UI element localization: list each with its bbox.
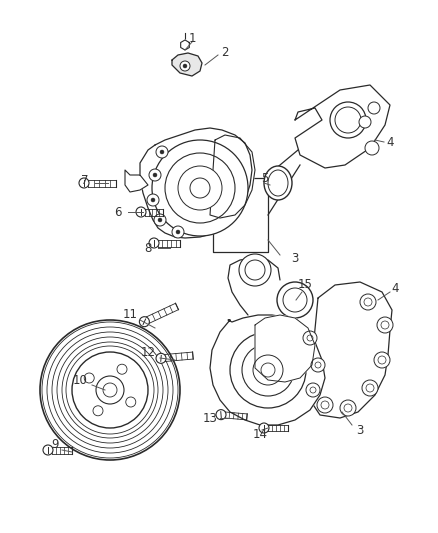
Text: 14: 14 xyxy=(252,429,268,441)
Circle shape xyxy=(242,344,294,396)
Circle shape xyxy=(178,166,222,210)
Circle shape xyxy=(151,198,155,202)
Polygon shape xyxy=(228,258,280,315)
Text: 7: 7 xyxy=(81,174,89,187)
Circle shape xyxy=(84,373,94,383)
Text: 1: 1 xyxy=(188,31,196,44)
Circle shape xyxy=(160,150,164,154)
Text: 13: 13 xyxy=(202,411,217,424)
Circle shape xyxy=(139,317,149,327)
Circle shape xyxy=(79,178,89,188)
Circle shape xyxy=(40,320,180,460)
Circle shape xyxy=(377,317,393,333)
Polygon shape xyxy=(255,315,315,382)
Circle shape xyxy=(154,214,166,226)
Circle shape xyxy=(283,288,307,312)
Text: 10: 10 xyxy=(73,374,88,386)
Circle shape xyxy=(52,332,168,448)
Circle shape xyxy=(172,226,184,238)
Text: 9: 9 xyxy=(51,439,59,451)
Circle shape xyxy=(259,423,269,433)
Circle shape xyxy=(311,358,325,372)
Circle shape xyxy=(366,384,374,392)
Circle shape xyxy=(117,364,127,374)
Text: 2: 2 xyxy=(221,45,229,59)
Circle shape xyxy=(176,230,180,234)
Circle shape xyxy=(156,353,166,364)
Circle shape xyxy=(245,260,265,280)
Polygon shape xyxy=(125,170,148,192)
Text: 8: 8 xyxy=(144,241,152,254)
Circle shape xyxy=(190,178,210,198)
Circle shape xyxy=(317,397,333,413)
Circle shape xyxy=(147,194,159,206)
Circle shape xyxy=(368,102,380,114)
Circle shape xyxy=(62,342,158,438)
Polygon shape xyxy=(140,128,252,238)
Circle shape xyxy=(306,383,320,397)
Circle shape xyxy=(261,363,275,377)
Circle shape xyxy=(216,410,226,419)
Text: 4: 4 xyxy=(391,281,399,295)
Circle shape xyxy=(103,383,117,397)
Ellipse shape xyxy=(264,166,292,200)
Circle shape xyxy=(43,445,53,455)
Polygon shape xyxy=(210,135,255,218)
Circle shape xyxy=(153,173,157,177)
Circle shape xyxy=(359,116,371,128)
Circle shape xyxy=(321,401,329,409)
Polygon shape xyxy=(213,178,268,252)
Polygon shape xyxy=(295,85,390,168)
Text: 12: 12 xyxy=(141,345,155,359)
Circle shape xyxy=(57,337,163,443)
Circle shape xyxy=(340,400,356,416)
Text: 3: 3 xyxy=(291,252,299,264)
Polygon shape xyxy=(180,40,189,50)
Circle shape xyxy=(93,406,103,416)
Circle shape xyxy=(315,362,321,368)
Circle shape xyxy=(156,146,168,158)
Circle shape xyxy=(136,207,146,217)
Circle shape xyxy=(360,294,376,310)
Circle shape xyxy=(180,61,190,71)
Circle shape xyxy=(374,352,390,368)
Circle shape xyxy=(310,387,316,393)
Circle shape xyxy=(42,322,178,458)
Circle shape xyxy=(183,64,187,68)
Circle shape xyxy=(335,107,361,133)
Circle shape xyxy=(165,153,235,223)
Circle shape xyxy=(253,355,283,385)
Ellipse shape xyxy=(268,170,288,196)
Circle shape xyxy=(344,404,352,412)
Polygon shape xyxy=(210,315,325,425)
Text: 5: 5 xyxy=(261,172,268,184)
Circle shape xyxy=(330,102,366,138)
Circle shape xyxy=(381,321,389,329)
Circle shape xyxy=(362,380,378,396)
Circle shape xyxy=(239,254,271,286)
Text: 15: 15 xyxy=(297,279,312,292)
Circle shape xyxy=(307,335,313,341)
Circle shape xyxy=(364,298,372,306)
Text: 11: 11 xyxy=(123,309,138,321)
Circle shape xyxy=(303,331,317,345)
Circle shape xyxy=(126,397,136,407)
Circle shape xyxy=(72,352,148,428)
Circle shape xyxy=(66,346,154,434)
Circle shape xyxy=(158,218,162,222)
Text: 6: 6 xyxy=(114,206,122,219)
Text: 3: 3 xyxy=(356,424,364,437)
Circle shape xyxy=(378,356,386,364)
Circle shape xyxy=(365,141,379,155)
Circle shape xyxy=(277,282,313,318)
Circle shape xyxy=(149,238,159,248)
Polygon shape xyxy=(172,53,202,76)
Circle shape xyxy=(149,169,161,181)
Polygon shape xyxy=(310,282,392,418)
Circle shape xyxy=(47,327,173,453)
Circle shape xyxy=(230,332,306,408)
Circle shape xyxy=(96,376,124,404)
Text: 4: 4 xyxy=(386,135,394,149)
Circle shape xyxy=(152,140,248,236)
